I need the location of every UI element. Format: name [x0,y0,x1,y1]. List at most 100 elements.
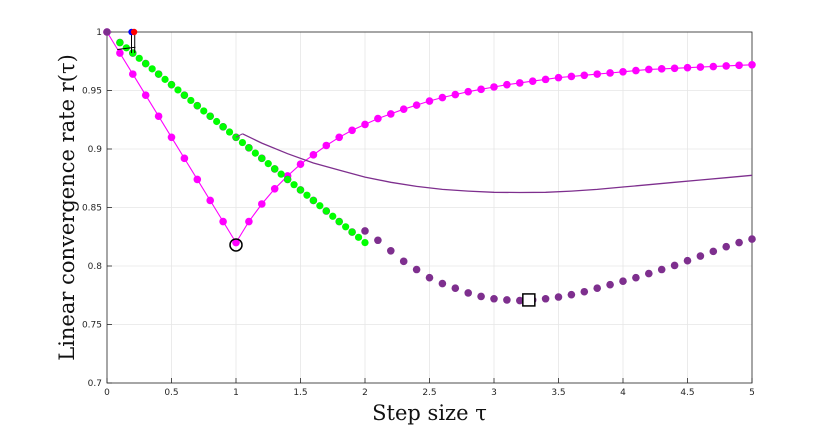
data-point-purple [451,284,460,293]
data-point-magenta [425,97,434,105]
data-point-green [277,170,285,178]
data-point-green [180,91,188,99]
data-point-magenta [593,70,601,78]
data-point-magenta [141,91,150,99]
data-point-magenta [606,69,614,77]
data-point-green [200,107,208,115]
data-point-magenta [322,141,331,150]
data-point-green [155,70,163,78]
data-point-magenta [348,126,356,135]
data-point-magenta [619,67,627,76]
data-point-magenta [683,63,692,72]
x-tick-label: 0 [104,388,110,398]
data-point-magenta [387,110,395,118]
data-point-purple [438,279,447,288]
data-point-purple [619,277,627,286]
data-point-purple [103,28,111,36]
data-point-magenta [735,61,743,70]
data-point-green [187,96,195,105]
data-point-magenta [309,151,318,159]
data-point-magenta [258,200,266,208]
data-point-green [258,154,266,162]
data-point-magenta [503,80,511,89]
data-point-purple [735,238,743,247]
data-point-green [238,138,247,147]
data-point-purple [709,247,718,256]
data-point-magenta [477,85,485,94]
data-point-green [245,144,253,152]
x-axis-label: Step size τ [372,401,487,425]
data-point-magenta [361,120,369,129]
data-point-magenta [167,133,176,142]
data-point-magenta [541,75,550,84]
data-point-green [354,233,363,241]
x-tick-label: 5 [749,388,755,398]
data-point-green [142,59,150,68]
data-point-magenta [722,62,730,70]
y-tick-label: 0.7 [88,379,102,389]
data-point-purple [412,265,421,274]
data-point-magenta [296,160,305,169]
data-point-green [335,217,343,226]
data-point-green [271,165,279,173]
data-point-purple [541,294,550,303]
data-point-magenta [154,112,163,121]
data-point-magenta [116,49,124,57]
series-layer [103,28,756,305]
x-tick-label: 4.5 [680,388,694,398]
data-point-magenta [399,105,408,114]
data-point-purple [374,236,382,245]
data-point-magenta [657,65,666,73]
series-line-purple [242,133,753,194]
data-point-purple [593,284,601,293]
data-point-magenta [490,83,498,91]
y-tick-label: 0.95 [82,87,102,97]
annotation-layer [117,28,536,307]
data-point-purple [361,227,369,235]
x-tick-label: 3 [491,388,497,398]
data-point-magenta [219,217,227,226]
data-point-purple [645,269,653,278]
data-point-magenta [580,71,589,80]
data-point-purple [387,246,395,255]
data-point-purple [580,287,589,296]
data-point-magenta [464,87,473,96]
x-tick-label: 4 [620,388,626,398]
x-tick-label: 2.5 [422,388,436,398]
data-point-magenta [451,90,460,99]
data-point-purple [503,296,511,304]
data-point-purple [425,273,434,282]
data-point-green [129,49,137,57]
data-point-purple [399,257,408,266]
data-point-purple [464,289,473,297]
data-point-green [303,191,311,199]
data-point-purple [606,280,614,289]
data-point-purple [567,290,576,299]
data-point-magenta [374,114,382,123]
y-tick-label: 0.75 [82,321,102,331]
x-tick-label: 3.5 [551,388,565,398]
data-point-green [206,112,214,120]
y-tick-label: 0.85 [82,204,102,214]
x-tick-label: 0.5 [164,388,178,398]
data-point-green [161,75,169,83]
y-axis-label: Linear convergence rate r(τ) [55,54,79,361]
data-point-magenta [670,64,679,73]
data-point-green [361,239,369,247]
data-point-green [225,128,234,136]
data-point-magenta [438,93,447,102]
data-point-green [290,181,298,189]
data-point-magenta [245,217,253,226]
data-point-magenta [193,175,202,184]
data-point-magenta [516,79,524,87]
y-tick-label: 0.8 [88,262,103,272]
data-point-green [116,38,124,47]
data-point-magenta [748,60,756,69]
data-point-magenta [554,73,563,82]
data-point-magenta [335,133,344,142]
data-point-green [309,196,317,205]
data-point-magenta [129,70,137,78]
data-point-magenta [180,154,189,163]
data-point-green [284,175,292,184]
data-point-magenta [632,66,640,75]
